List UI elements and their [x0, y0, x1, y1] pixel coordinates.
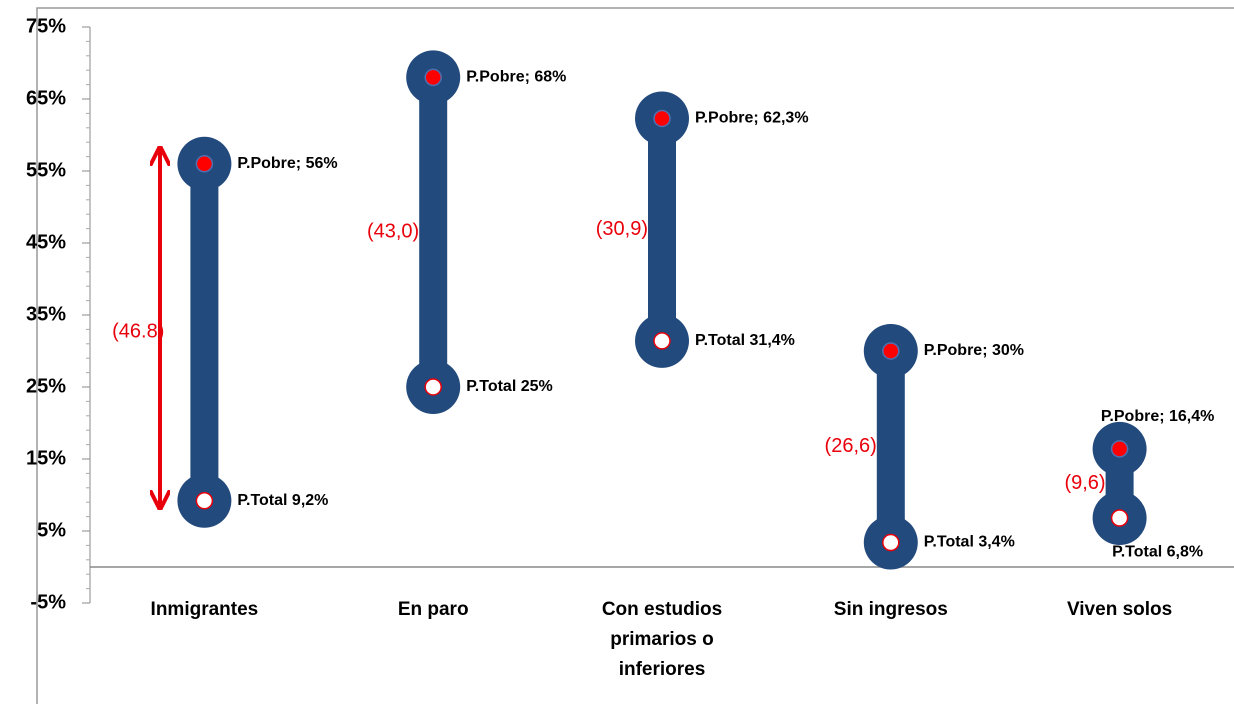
y-tick-label: 75% [26, 15, 66, 37]
inner-dot [653, 109, 671, 128]
y-tick-label: -5% [30, 591, 66, 613]
y-tick-label: 25% [26, 375, 66, 397]
data-label: P.Total 25% [466, 378, 553, 395]
x-tick-label: Inmigrantes [151, 599, 259, 620]
inner-dot [195, 492, 214, 510]
frame [36, 7, 1234, 704]
data-label: P.Pobre; 16,4% [1101, 408, 1215, 425]
gap-label: (9,6) [1064, 472, 1105, 494]
inner-dot [653, 332, 671, 350]
x-tick-label: Con estudios primarios o inferiores [602, 599, 722, 680]
data-label: P.Total 6,8% [1112, 543, 1203, 560]
y-tick-label: 65% [26, 87, 66, 109]
inner-dot [1110, 440, 1129, 458]
inner-dot [195, 155, 214, 173]
data-label: P.Pobre; 62,3% [695, 110, 809, 127]
inner-dot [882, 533, 900, 552]
y-tick-label: 55% [26, 159, 66, 181]
data-label: P.Total 3,4% [924, 534, 1015, 551]
data-label: P.Pobre; 68% [466, 69, 566, 86]
data-label: P.Total 31,4% [695, 332, 795, 349]
y-tick-label: 15% [26, 447, 66, 469]
x-tick-label: Sin ingresos [834, 599, 948, 620]
gap-label: (43,0) [367, 220, 419, 242]
gap-label: (26,6) [825, 435, 877, 457]
gap-label: (46.8) [112, 321, 164, 343]
gap-label: (30,9) [596, 218, 648, 240]
y-tick-label: 5% [37, 519, 66, 541]
data-label: P.Pobre; 30% [924, 342, 1024, 359]
inner-dot [424, 68, 442, 87]
data-label: P.Total 9,2% [237, 492, 328, 509]
y-tick-label: 45% [26, 231, 66, 253]
x-tick-label: En paro [398, 599, 469, 620]
x-tick-label: Viven solos [1067, 599, 1172, 620]
inner-dot [882, 342, 900, 360]
inner-dot [1110, 509, 1129, 527]
data-label: P.Pobre; 56% [237, 155, 337, 172]
y-tick-label: 35% [26, 303, 66, 325]
inner-dot [424, 378, 442, 396]
